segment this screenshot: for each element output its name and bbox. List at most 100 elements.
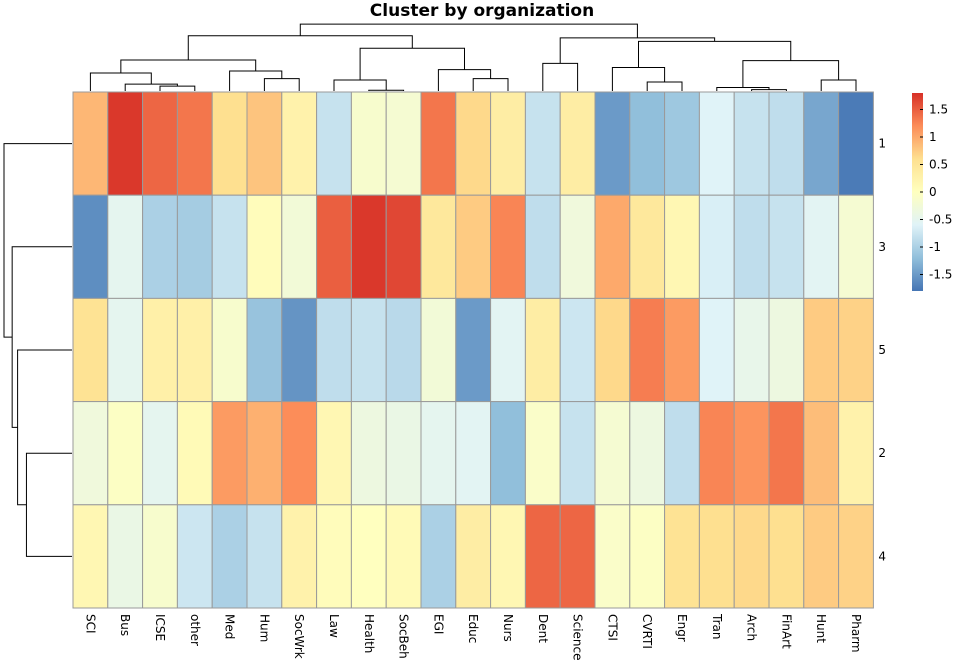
column-label: Law	[327, 614, 341, 638]
heatmap-cell	[803, 194, 840, 299]
heatmap-cell	[211, 91, 248, 196]
heatmap-cell	[768, 401, 805, 506]
column-label: Hunt	[814, 614, 828, 643]
heatmap-cell	[559, 194, 596, 299]
heatmap-cell	[211, 297, 248, 403]
heatmap-cell	[838, 401, 874, 506]
column-label: SocWrk	[292, 614, 306, 659]
heatmap-cell	[803, 297, 840, 403]
heatmap-cell	[803, 401, 840, 506]
heatmap-cell	[838, 297, 874, 403]
heatmap-cell	[176, 91, 213, 196]
dendrogram-branch	[333, 79, 387, 91]
column-label: Educ	[466, 614, 480, 643]
heatmap-cell	[524, 91, 561, 196]
heatmap-cell	[142, 504, 178, 609]
heatmap-cell	[281, 504, 318, 609]
row-label: 3	[878, 240, 886, 254]
column-label: EGI	[431, 614, 445, 634]
heatmap-cell	[420, 91, 457, 196]
legend-tick-label: 1	[929, 130, 937, 144]
dendrogram-branch	[3, 143, 72, 338]
heatmap-cell	[664, 91, 700, 196]
heatmap-cell	[803, 504, 840, 609]
column-label: Med	[223, 614, 237, 639]
heatmap-cell	[420, 504, 457, 609]
heatmap-cell	[733, 504, 770, 609]
heatmap-cell	[281, 297, 318, 403]
heatmap-cell	[350, 401, 387, 506]
heatmap-cell	[385, 91, 422, 196]
heatmap-cell	[768, 91, 805, 196]
heatmap-cell	[246, 91, 283, 196]
heatmap-cell	[455, 504, 492, 609]
heatmap-cell	[142, 91, 178, 196]
dendrogram-branch	[820, 79, 857, 91]
heatmap-cell	[316, 194, 352, 299]
heatmap-cell	[455, 91, 492, 196]
heatmap-cell	[316, 297, 352, 403]
heatmap-cell	[211, 194, 248, 299]
heatmap-cell	[385, 194, 422, 299]
chart-title: Cluster by organization	[370, 1, 594, 21]
heatmap-cell	[524, 194, 561, 299]
heatmap-cell	[107, 401, 144, 506]
heatmap-cell	[803, 91, 840, 196]
heatmap-cell	[838, 194, 874, 299]
dendrogram-branch	[17, 349, 72, 506]
heatmap-cell	[385, 401, 422, 506]
heatmap-cell	[281, 401, 318, 506]
column-label: Nurs	[501, 614, 515, 642]
heatmap-cell	[768, 194, 805, 299]
color-legend: 1.5 1 0.5 0 -0.5 -1 -1.5	[912, 93, 952, 291]
dendrogram-branch	[263, 78, 300, 91]
heatmap-cell	[490, 91, 526, 196]
heatmap-cell	[350, 504, 387, 609]
dendrogram-branch	[638, 40, 792, 68]
heatmap-cell	[559, 91, 596, 196]
column-label: Bus	[118, 614, 132, 636]
heatmap-cell	[350, 297, 387, 403]
heatmap-cell	[559, 401, 596, 506]
heatmap-cell	[176, 297, 213, 403]
heatmap-cell	[246, 401, 283, 506]
dendrogram-branch	[359, 47, 465, 80]
heatmap-cell	[559, 504, 596, 609]
heatmap-cell	[594, 194, 631, 299]
dendrogram-branch	[611, 67, 666, 91]
column-label: Tran	[710, 613, 724, 639]
heatmap-cell	[72, 504, 109, 609]
heatmap-cell	[838, 91, 874, 196]
dendrogram-branch	[299, 23, 638, 38]
row-label: 5	[878, 343, 886, 357]
heatmap-cell	[698, 297, 735, 403]
column-label: Hum	[257, 614, 271, 642]
heatmap-cell	[664, 297, 700, 403]
heatmap-cell	[629, 401, 666, 506]
heatmap-cell	[350, 91, 387, 196]
heatmap-cell	[246, 504, 283, 609]
legend-tick-label: 0.5	[929, 158, 948, 172]
heatmap-cell	[211, 401, 248, 506]
heatmap-cell	[490, 401, 526, 506]
column-label: SCI	[83, 614, 97, 634]
heatmap-cell	[768, 504, 805, 609]
column-label: Health	[362, 614, 376, 653]
dendrogram-branch	[742, 60, 840, 88]
dendrogram-branch	[472, 78, 509, 91]
heatmap-cell	[629, 297, 666, 403]
heatmap-cell	[176, 401, 213, 506]
heatmap-cell	[72, 401, 109, 506]
column-label: CTSI	[605, 614, 619, 641]
heatmap-cells	[72, 91, 874, 609]
legend-tick-label: -1.5	[929, 268, 952, 282]
heatmap-cell	[594, 91, 631, 196]
heatmap-cell	[733, 194, 770, 299]
heatmap-cell	[107, 194, 144, 299]
heatmap-cell	[350, 194, 387, 299]
dendrogram-branch	[11, 246, 72, 428]
heatmap-cell	[594, 297, 631, 403]
heatmap-cell	[142, 194, 178, 299]
heatmap-cell	[420, 297, 457, 403]
heatmap-cell	[176, 194, 213, 299]
